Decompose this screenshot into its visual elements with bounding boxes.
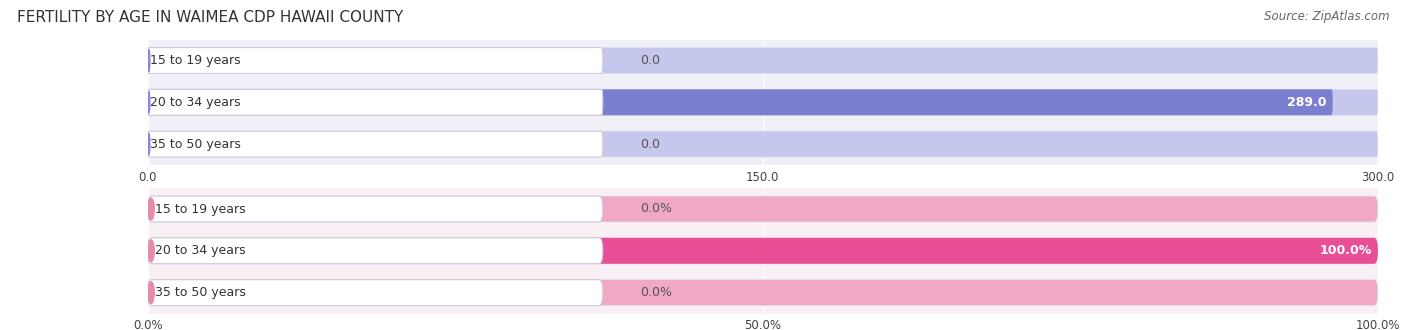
FancyBboxPatch shape: [148, 238, 603, 264]
Text: 289.0: 289.0: [1286, 96, 1327, 109]
Circle shape: [148, 240, 155, 262]
Circle shape: [148, 50, 150, 71]
FancyBboxPatch shape: [148, 238, 1378, 264]
FancyBboxPatch shape: [148, 196, 603, 222]
FancyBboxPatch shape: [148, 89, 603, 115]
FancyBboxPatch shape: [148, 196, 1378, 222]
Text: 35 to 50 years: 35 to 50 years: [155, 286, 246, 299]
Text: 0.0%: 0.0%: [640, 203, 672, 215]
Circle shape: [148, 198, 155, 220]
FancyBboxPatch shape: [148, 48, 603, 74]
FancyBboxPatch shape: [148, 238, 1378, 264]
FancyBboxPatch shape: [148, 89, 1333, 115]
Text: Source: ZipAtlas.com: Source: ZipAtlas.com: [1264, 10, 1389, 23]
FancyBboxPatch shape: [148, 131, 1378, 157]
FancyBboxPatch shape: [148, 131, 603, 157]
Text: 0.0: 0.0: [640, 54, 659, 67]
Text: 100.0%: 100.0%: [1319, 244, 1372, 257]
Text: 0.0: 0.0: [640, 138, 659, 150]
FancyBboxPatch shape: [148, 280, 603, 306]
Text: 0.0%: 0.0%: [640, 286, 672, 299]
Circle shape: [148, 91, 150, 113]
Circle shape: [148, 282, 155, 304]
FancyBboxPatch shape: [148, 89, 1378, 115]
Text: 20 to 34 years: 20 to 34 years: [155, 244, 246, 257]
FancyBboxPatch shape: [148, 48, 1378, 74]
Text: 20 to 34 years: 20 to 34 years: [150, 96, 240, 109]
Text: 35 to 50 years: 35 to 50 years: [150, 138, 240, 150]
Circle shape: [148, 133, 150, 155]
FancyBboxPatch shape: [148, 280, 1378, 306]
Text: FERTILITY BY AGE IN WAIMEA CDP HAWAII COUNTY: FERTILITY BY AGE IN WAIMEA CDP HAWAII CO…: [17, 10, 404, 25]
Text: 15 to 19 years: 15 to 19 years: [150, 54, 240, 67]
Text: 15 to 19 years: 15 to 19 years: [155, 203, 246, 215]
